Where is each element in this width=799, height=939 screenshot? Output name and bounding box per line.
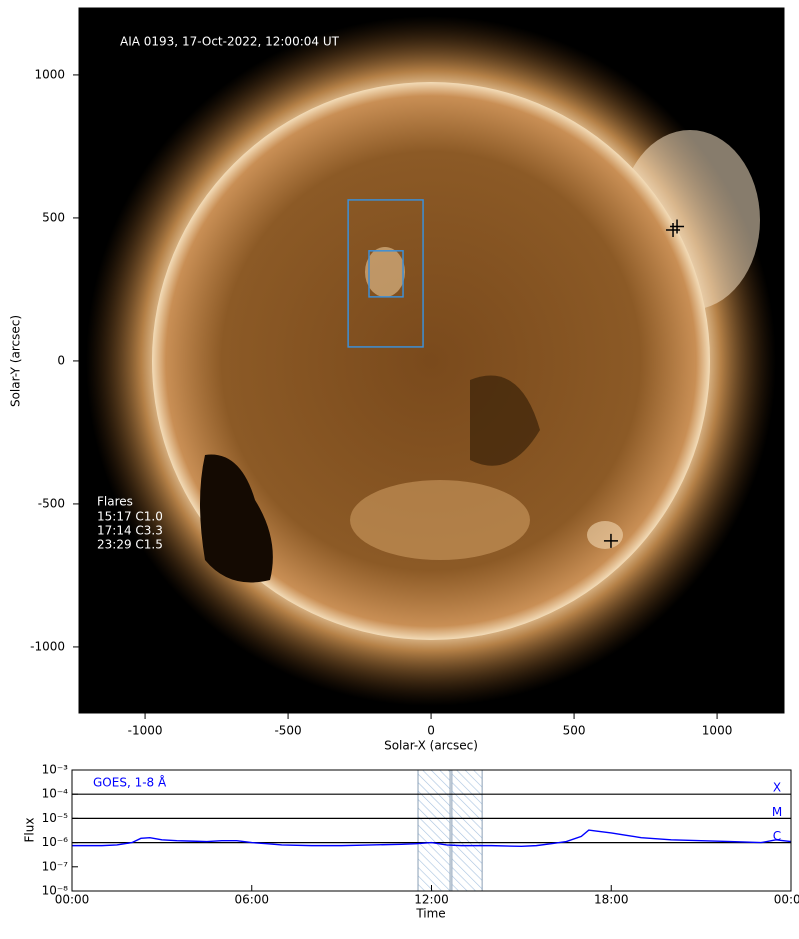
flare-entry: 17:14 C3.3 [97, 524, 163, 538]
plot-frame [71, 769, 792, 892]
y-tick-label: 0 [57, 353, 65, 367]
x-tick-label: 0 [427, 724, 435, 738]
active-region [365, 247, 405, 297]
flux-line [72, 829, 792, 848]
shaded-span [417, 769, 451, 892]
y-tick-label: 10⁻³ [42, 763, 69, 777]
flare-entry: 23:29 C1.5 [97, 538, 163, 552]
image-title: AIA 0193, 17-Oct-2022, 12:00:04 UT [120, 35, 340, 49]
x-tick-label: 500 [563, 724, 586, 738]
x-tick-label: 06:00 [234, 893, 269, 907]
x-tick-label: 12:00 [414, 893, 449, 907]
coronal-hole [200, 454, 273, 583]
y-tick-label: 10⁻⁵ [42, 811, 69, 825]
shaded-span [451, 769, 483, 892]
x-tick-label: 00:00 [774, 893, 799, 907]
y-tick-label: 10⁻⁷ [42, 859, 69, 873]
roi-box [347, 199, 424, 348]
roi-box [368, 250, 404, 298]
flare-entry: 15:17 C1.0 [97, 510, 163, 524]
flare-marker [670, 219, 685, 234]
x-tick-label: 00:00 [55, 893, 90, 907]
y-axis-label: Flux [23, 818, 37, 843]
class-label: C [773, 829, 781, 843]
solar-disk [152, 82, 710, 640]
class-label: M [772, 805, 782, 819]
y-tick-label: 10⁻⁸ [42, 884, 69, 898]
active-region [587, 521, 623, 549]
legend-entry: GOES, 1-8 Å [93, 775, 167, 790]
dark-region [470, 375, 540, 466]
y-tick-label: 1000 [34, 67, 65, 81]
y-tick-label: 10⁻⁶ [42, 835, 69, 849]
flare-marker [603, 533, 618, 548]
x-tick-label: -1000 [128, 724, 163, 738]
x-tick-label: 18:00 [594, 893, 629, 907]
x-tick-label: -500 [274, 724, 301, 738]
class-label: X [773, 781, 781, 795]
y-tick-label: -500 [38, 496, 65, 510]
x-tick-label: 1000 [702, 724, 733, 738]
y-tick-label: -1000 [30, 639, 65, 653]
y-tick-label: 500 [42, 210, 65, 224]
x-axis-label: Time [415, 907, 445, 921]
x-axis-label: Solar-X (arcsec) [384, 739, 478, 753]
y-tick-label: 10⁻⁴ [42, 787, 69, 801]
active-region [350, 480, 530, 560]
y-axis-label: Solar-Y (arcsec) [9, 315, 23, 407]
sun-image [79, 8, 784, 713]
flares-title: Flares [97, 495, 133, 509]
